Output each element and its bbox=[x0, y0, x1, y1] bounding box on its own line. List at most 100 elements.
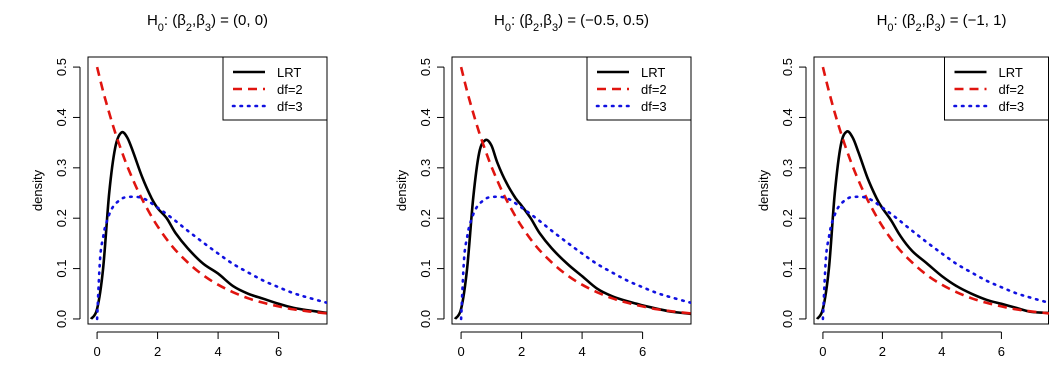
x-tick-label: 0 bbox=[457, 344, 464, 359]
series-line-df-3 bbox=[821, 195, 1049, 321]
chart-panel-1: H0: (β2,β3) = (0, 0)0 2 4 60.00.10.20.30.40… bbox=[30, 12, 328, 359]
chart-panel-3: H0: (β2,β3) = (−1, 1)0 2 4 60.00.10.20.30.4… bbox=[756, 12, 1049, 359]
series-line-df-3 bbox=[95, 195, 327, 321]
title-text: β bbox=[524, 12, 533, 29]
y-axis: 0.0 0.1 0.2 0.3 0.4 0.5 bbox=[54, 58, 81, 328]
y-tick-label: 0.1 bbox=[780, 260, 795, 278]
x-tick-label: 2 bbox=[518, 344, 525, 359]
series-line-df-2 bbox=[821, 66, 1049, 315]
plot-frame bbox=[87, 56, 328, 325]
y-tick-label: 0.3 bbox=[780, 159, 795, 177]
title-subscript: 0 bbox=[505, 22, 511, 34]
chart-title: H0: (β2,β3) = (−0.5, 0.5) bbox=[494, 12, 649, 34]
x-tick-label: 2 bbox=[154, 344, 161, 359]
x-tick-label: 4 bbox=[938, 344, 945, 359]
x-tick-label: 4 bbox=[578, 344, 585, 359]
legend-label: LRT bbox=[999, 65, 1023, 80]
y-tick-label: 0.1 bbox=[54, 260, 69, 278]
series-line-df-3 bbox=[459, 195, 691, 321]
y-tick-label: 0.1 bbox=[418, 260, 433, 278]
x-axis: 0 2 4 6 bbox=[457, 331, 646, 359]
legend: LRT df=2 df=3 bbox=[944, 56, 1049, 121]
chart-title: H0: (β2,β3) = (0, 0) bbox=[147, 12, 268, 34]
y-axis-label: density bbox=[394, 169, 409, 211]
x-axis: 0 2 4 6 bbox=[93, 331, 282, 359]
y-tick-label: 0.3 bbox=[54, 159, 69, 177]
title-text: : ( bbox=[894, 12, 907, 29]
legend-label: df=3 bbox=[277, 99, 303, 114]
title-text: : ( bbox=[511, 12, 524, 29]
y-tick-label: 0.4 bbox=[418, 108, 433, 126]
title-text: H bbox=[494, 12, 505, 29]
title-text: β bbox=[926, 12, 935, 29]
title-text: H bbox=[877, 12, 888, 29]
y-tick-label: 0.4 bbox=[780, 108, 795, 126]
y-tick-label: 0.5 bbox=[780, 58, 795, 76]
y-tick-label: 0.2 bbox=[418, 209, 433, 227]
y-tick-label: 0.2 bbox=[780, 209, 795, 227]
title-text: , bbox=[192, 12, 196, 29]
title-text: β bbox=[196, 12, 205, 29]
y-axis-label: density bbox=[756, 169, 771, 211]
plot-frame bbox=[451, 56, 692, 325]
title-text: ) = (0, 0) bbox=[211, 12, 268, 29]
y-tick-label: 0.0 bbox=[780, 310, 795, 328]
y-tick-label: 0.5 bbox=[418, 58, 433, 76]
legend: LRT df=2 df=3 bbox=[586, 56, 692, 121]
series-line-lrt bbox=[815, 130, 1049, 320]
title-subscript: 3 bbox=[552, 22, 558, 34]
legend-box bbox=[222, 56, 328, 121]
title-text: β bbox=[907, 12, 916, 29]
y-tick-label: 0.0 bbox=[418, 310, 433, 328]
title-subscript: 2 bbox=[916, 22, 922, 34]
title-subscript: 3 bbox=[934, 22, 940, 34]
title-text: , bbox=[922, 12, 926, 29]
series-line-lrt bbox=[453, 138, 691, 320]
title-text: β bbox=[177, 12, 186, 29]
title-text: , bbox=[539, 12, 543, 29]
x-tick-label: 6 bbox=[275, 344, 282, 359]
legend-label: df=3 bbox=[999, 99, 1025, 114]
title-text: H bbox=[147, 12, 158, 29]
title-subscript: 3 bbox=[205, 22, 211, 34]
legend: LRT df=2 df=3 bbox=[222, 56, 328, 121]
series-line-df-2 bbox=[95, 66, 327, 315]
y-tick-label: 0.3 bbox=[418, 159, 433, 177]
series-line-df-2 bbox=[459, 66, 691, 315]
title-text: ) = (−0.5, 0.5) bbox=[558, 12, 649, 29]
legend-label: df=3 bbox=[641, 99, 667, 114]
x-tick-label: 0 bbox=[819, 344, 826, 359]
y-tick-label: 0.0 bbox=[54, 310, 69, 328]
legend-label: df=2 bbox=[277, 82, 303, 97]
series-group bbox=[815, 66, 1049, 321]
x-tick-label: 6 bbox=[639, 344, 646, 359]
title-subscript: 2 bbox=[533, 22, 539, 34]
x-tick-label: 2 bbox=[879, 344, 886, 359]
title-subscript: 0 bbox=[887, 22, 893, 34]
chart-panel-2: H0: (β2,β3) = (−0.5, 0.5)0 2 4 60.00.10.20.… bbox=[394, 12, 692, 359]
legend-label: LRT bbox=[277, 65, 301, 80]
y-axis: 0.0 0.1 0.2 0.3 0.4 0.5 bbox=[780, 58, 807, 328]
legend-label: LRT bbox=[641, 65, 665, 80]
y-axis: 0.0 0.1 0.2 0.3 0.4 0.5 bbox=[418, 58, 445, 328]
title-text: β bbox=[543, 12, 552, 29]
series-group bbox=[89, 66, 327, 321]
title-text: : ( bbox=[164, 12, 177, 29]
chart-title: H0: (β2,β3) = (−1, 1) bbox=[877, 12, 1007, 34]
x-tick-label: 6 bbox=[998, 344, 1005, 359]
y-tick-label: 0.2 bbox=[54, 209, 69, 227]
series-group bbox=[453, 66, 691, 321]
y-axis-label: density bbox=[30, 169, 45, 211]
y-tick-label: 0.5 bbox=[54, 58, 69, 76]
legend-label: df=2 bbox=[999, 82, 1025, 97]
title-text: ) = (−1, 1) bbox=[941, 12, 1007, 29]
title-subscript: 0 bbox=[158, 22, 164, 34]
x-tick-label: 0 bbox=[93, 344, 100, 359]
series-line-lrt bbox=[89, 130, 327, 320]
title-subscript: 2 bbox=[186, 22, 192, 34]
y-tick-label: 0.4 bbox=[54, 108, 69, 126]
x-tick-label: 4 bbox=[214, 344, 221, 359]
legend-label: df=2 bbox=[641, 82, 667, 97]
